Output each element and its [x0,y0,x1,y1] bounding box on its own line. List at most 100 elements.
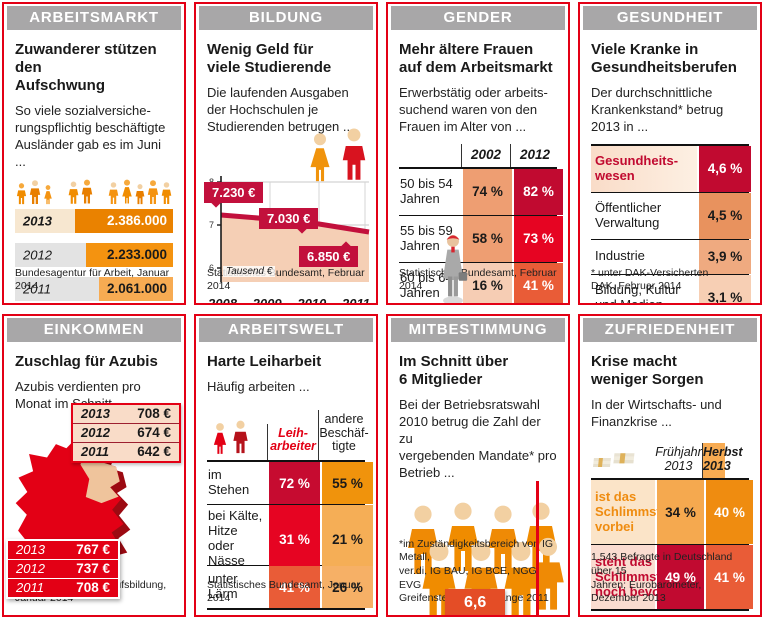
west-values-box: 2013 767 € 2012 737 € 2011 708 € [6,539,120,599]
gender-table: 2002 2012 50 bis 54 Jahren 74 % 82 % 55 … [399,143,563,303]
panel-einkommen: EINKOMMEN Zuschlag für Azubis Azubis ver… [2,314,186,617]
people-crowd-icon [15,179,173,205]
row-label: Gesundheits- wesen [591,145,697,192]
table-row: 50 bis 54 Jahren 74 % 82 % [399,168,563,216]
row-label: bei Kälte, Hitze oder Nässe [208,508,263,568]
person-icon [67,181,80,205]
source-note: 1.543 Befragte in Deutschland über 15 Ja… [591,551,733,605]
cell-leiharbeiter: 41 % [269,566,320,609]
panel-title: Mehr ältere Frauen auf dem Arbeitsmarkt [399,41,553,76]
col-header-2012: 2012 [510,143,559,167]
person-icon [107,182,120,205]
older-woman-icon [443,235,468,303]
cell-andere: 26 % [322,566,373,609]
cell-2002: 58 % [463,215,512,262]
row-label: unter Lärm [208,571,238,602]
cell-fruehjahr: 34 % [657,480,704,545]
row-label: Bildung, Kultur und Medien [595,281,680,305]
table-row: im Stehen 72 % 55 % [207,462,373,506]
table-header: 2002 2012 [399,143,559,167]
panel-header-arbeitswelt: ARBEITSWELT [199,318,373,342]
bar-value: 2.386.000 [106,213,167,229]
bar-year: 2012 [23,247,52,263]
cell-leiharbeiter: 31 % [269,505,320,573]
panel-body: Viele Kranke in Gesundheitsberufen Der d… [582,31,758,303]
cell-2002: 16 % [463,262,512,303]
man-icon [231,418,250,457]
person-icon [120,179,134,205]
row-label: Öffentlicher Verwaltung [595,199,662,230]
year: 2011 [16,580,44,595]
gesundheit-table: Gesundheits- wesen 4,6 % Öffentlicher Ve… [591,143,751,305]
money-stacks-icon [593,453,635,468]
data-label-2008: 7.230 € [204,181,264,203]
panel-title: Harte Leiharbeit [207,353,322,370]
table-row: Öffentlicher Verwaltung 4,5 % [591,192,751,240]
value-row: 2013 708 € [73,405,179,424]
bar-year: 2011 [23,281,51,297]
table-row: Gesundheits- wesen 4,6 % [591,145,751,193]
table-header: Frühjahr 2013 Herbst 2013 [591,442,749,479]
panel-body: Im Schnitt über 6 Mitglieder Bei der Bet… [390,343,566,615]
value-row: 2011 708 € [8,579,118,597]
value-row: 2011 642 € [73,443,179,461]
panel-bildung: BILDUNG Wenig Geld für viele Studierende… [194,2,378,305]
table-body: im Stehen 72 % 55 % bei Kälte, Hitze ode… [207,460,373,611]
krise-table: Frühjahr 2013 Herbst 2013 ist das Schlim… [591,442,753,612]
person-icon [80,179,94,205]
source-note: Statistisches Bundesamt, Februar 2014 [399,266,557,293]
panel-header-bildung: BILDUNG [199,6,373,30]
cell-2012: 73 % [514,215,563,262]
table-row: steht das Schlimmste noch bevor 49 % 41 … [591,545,753,610]
person-icon [160,182,173,205]
bar-value: 2.061.000 [106,281,167,297]
y-axis-unit: Tausend € [223,265,276,277]
panel-header-mitbestimmung: MITBESTIMMUNG [391,318,565,342]
panel-title: Viele Kranke in Gesundheitsberufen [591,41,737,76]
value-cell: 4,6 % [699,145,751,192]
row-label: im Stehen [208,467,250,498]
man-icon [339,126,369,184]
bar-row-2013: 2013 2.386.000 [15,208,173,233]
panel-body: Krise macht weniger Sorgen In der Wirtsc… [582,343,758,613]
panel-text: In der Wirtschafts- und Finanzkrise ... [591,397,722,429]
panel-text: Bei der Betriebsratswahl 2010 betrug die… [399,397,557,480]
table-row: Industrie 3,9 % [591,239,751,275]
value-row: 2013 767 € [8,541,118,560]
value: 767 € [76,542,110,557]
panel-text: Die laufenden Ausgaben der Hochschulen j… [207,85,354,134]
col-header-andere: andere Beschäf- tigte [318,409,369,461]
x-axis-labels: 2008 2009 2010 2011 [207,296,371,303]
panel-text: So viele sozialversiche- rungspflichtig … [15,103,166,169]
cell-2012: 41 % [514,262,563,303]
average-value-badge: 6,6 [445,589,506,615]
value-row: 2012 674 € [73,424,179,443]
panel-arbeitswelt: ARBEITSWELT Harte Leiharbeit Häufig arbe… [194,314,378,617]
bar-row-2012: 2012 2.233.000 [15,242,173,267]
data-label-2010: 7.030 € [259,207,319,229]
table-body: Gesundheits- wesen 4,6 % Öffentlicher Ve… [591,143,751,305]
woman-icon [306,132,334,184]
cell-andere: 55 % [322,462,373,505]
source-note: * unter DAK-Versicherten DAK, Februar 20… [591,266,709,293]
source-note: Bundesagentur für Arbeit, Januar 2014 [15,266,170,293]
panel-zufriedenheit: ZUFRIEDENHEIT Krise macht weniger Sorgen… [578,314,762,617]
bar-2011: 2.061.000 [98,276,173,301]
panel-text: Azubis verdienten pro Monat im Schnitt .… [15,379,141,411]
panel-body: Wenig Geld für viele Studierende Die lau… [198,31,374,303]
table-body: ist das Schlimmste vorbei 34 % 40 % steh… [591,478,753,612]
panel-text: Häufig arbeiten ... [207,379,310,394]
row-label: ist das Schlimmste vorbei [591,480,668,545]
value: 674 € [137,425,171,440]
cell-herbst: 40 % [706,480,753,545]
student-figures-icon [306,126,369,184]
table-row: 55 bis 59 Jahren 58 % 73 % [399,215,563,263]
person-icon [42,185,54,205]
value-cell: 3,9 % [699,239,751,274]
area-chart: 8 7 6 Tausend € 7.230 € 7.030 € 6.850 € … [204,170,371,303]
person-icon [15,183,28,205]
year: 2013 [81,406,110,421]
table-body: 50 bis 54 Jahren 74 % 82 % 55 bis 59 Jah… [399,166,563,303]
panel-gesundheit: GESUNDHEIT Viele Kranke in Gesundheitsbe… [578,2,762,305]
row-label: steht das Schlimmste noch bevor [591,545,668,610]
